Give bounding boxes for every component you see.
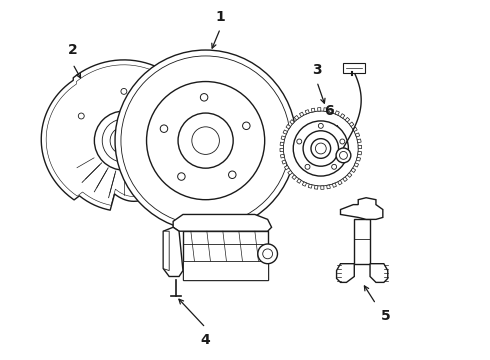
Polygon shape: [280, 154, 284, 158]
Circle shape: [311, 139, 331, 158]
Text: 3: 3: [312, 63, 322, 77]
Polygon shape: [288, 171, 293, 175]
Polygon shape: [283, 130, 288, 134]
Polygon shape: [370, 264, 388, 282]
Polygon shape: [358, 145, 362, 148]
Polygon shape: [318, 108, 321, 111]
Polygon shape: [347, 173, 352, 177]
Polygon shape: [341, 198, 383, 219]
Polygon shape: [357, 139, 361, 143]
Text: 2: 2: [68, 43, 77, 57]
Circle shape: [147, 82, 265, 200]
Circle shape: [316, 143, 326, 154]
Circle shape: [283, 111, 358, 186]
Polygon shape: [327, 185, 330, 189]
Polygon shape: [353, 127, 357, 131]
Polygon shape: [354, 219, 370, 264]
Circle shape: [228, 171, 236, 179]
Polygon shape: [294, 116, 299, 120]
Polygon shape: [349, 122, 354, 126]
Polygon shape: [343, 177, 347, 181]
FancyBboxPatch shape: [343, 63, 365, 73]
Polygon shape: [280, 142, 284, 145]
Polygon shape: [302, 182, 306, 186]
Polygon shape: [355, 133, 360, 137]
Circle shape: [303, 131, 339, 166]
Circle shape: [318, 123, 323, 128]
Polygon shape: [173, 215, 271, 231]
Circle shape: [305, 165, 310, 169]
Polygon shape: [315, 185, 318, 189]
Circle shape: [340, 139, 345, 144]
Polygon shape: [337, 264, 354, 282]
Polygon shape: [292, 175, 296, 180]
Polygon shape: [305, 110, 309, 114]
Polygon shape: [163, 227, 183, 276]
Polygon shape: [282, 160, 286, 164]
Polygon shape: [163, 231, 169, 271]
Circle shape: [336, 148, 351, 163]
Circle shape: [200, 94, 208, 101]
Circle shape: [243, 122, 250, 130]
Polygon shape: [297, 179, 301, 183]
Circle shape: [164, 113, 170, 119]
Circle shape: [192, 127, 220, 154]
Circle shape: [293, 121, 348, 176]
Polygon shape: [183, 261, 268, 280]
Circle shape: [263, 249, 272, 259]
Polygon shape: [311, 108, 315, 112]
Polygon shape: [330, 109, 333, 113]
Polygon shape: [286, 125, 291, 129]
Polygon shape: [351, 168, 356, 172]
Circle shape: [121, 89, 127, 94]
Circle shape: [160, 125, 168, 132]
Polygon shape: [356, 157, 361, 161]
Circle shape: [178, 173, 185, 180]
Polygon shape: [284, 166, 289, 170]
Circle shape: [258, 244, 277, 264]
Polygon shape: [358, 152, 362, 155]
Polygon shape: [341, 114, 345, 118]
Circle shape: [340, 152, 347, 159]
Circle shape: [115, 50, 296, 231]
Polygon shape: [321, 186, 324, 189]
Circle shape: [110, 127, 138, 154]
Polygon shape: [299, 112, 304, 117]
Text: 1: 1: [216, 10, 225, 23]
Polygon shape: [281, 136, 285, 140]
Polygon shape: [183, 231, 268, 280]
Polygon shape: [354, 163, 359, 167]
Circle shape: [297, 139, 302, 144]
Polygon shape: [41, 60, 197, 210]
Polygon shape: [332, 183, 337, 187]
Circle shape: [78, 113, 84, 119]
Polygon shape: [335, 111, 340, 115]
Circle shape: [95, 111, 153, 170]
Circle shape: [178, 113, 233, 168]
Polygon shape: [280, 148, 284, 152]
Polygon shape: [308, 184, 312, 188]
Circle shape: [102, 119, 146, 162]
Circle shape: [332, 165, 337, 169]
Polygon shape: [290, 120, 294, 124]
Polygon shape: [324, 108, 327, 112]
Polygon shape: [338, 180, 342, 185]
Polygon shape: [345, 117, 350, 122]
Text: 6: 6: [324, 104, 334, 118]
Text: 4: 4: [201, 333, 211, 346]
Text: 5: 5: [381, 309, 391, 323]
